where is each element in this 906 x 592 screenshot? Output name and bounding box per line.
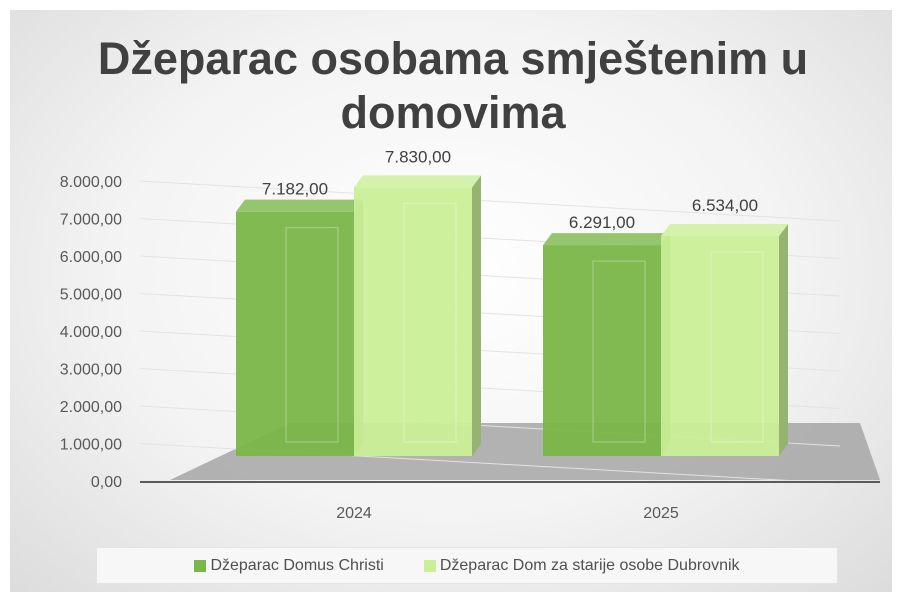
y-tick-label-4: 4.000,00	[60, 324, 122, 341]
chart-title-line-2: domovima	[340, 87, 566, 138]
bar-inner-0-1	[403, 202, 457, 443]
bar-top-0-1	[354, 175, 481, 188]
legend-swatch-series-2	[423, 559, 436, 572]
bar-inner-1-0	[592, 260, 646, 443]
x-tick-label-0: 2024	[336, 505, 372, 522]
bar-top-1-0	[543, 233, 670, 246]
y-tick-label-2: 2.000,00	[60, 399, 122, 416]
bar-top-0-0	[236, 199, 363, 212]
bar-side-1-1	[779, 223, 788, 456]
y-tick-label-0: 0,00	[91, 474, 122, 491]
chart-title: Džeparac osobama smještenim u domovima	[0, 32, 906, 140]
bar-inner-1-1	[710, 251, 764, 443]
y-tick-label-1: 1.000,00	[60, 437, 122, 454]
y-tick-label-6: 6.000,00	[60, 249, 122, 266]
chart-title-line-1: Džeparac osobama smještenim u	[97, 33, 809, 84]
data-label-1-0: 6.291,00	[569, 213, 635, 232]
legend-swatch-series-1	[194, 559, 207, 572]
bar-0-0	[236, 211, 354, 456]
bar-0-1	[354, 187, 472, 456]
data-label-0-0: 7.182,00	[262, 180, 328, 199]
legend-item-series-1: Džeparac Domus Christi	[194, 556, 384, 575]
gridline-y-8	[139, 180, 841, 222]
legend-item-series-2: Džeparac Dom za starije osobe Dubrovnik	[423, 556, 740, 575]
y-tick-label-7: 7.000,00	[60, 212, 122, 229]
chart-legend: Džeparac Domus Christi Džeparac Dom za s…	[96, 547, 838, 584]
y-tick-label-5: 5.000,00	[60, 287, 122, 304]
bar-1-0	[543, 245, 661, 456]
bar-top-1-1	[661, 223, 788, 236]
bar-inner-0-0	[285, 227, 339, 443]
x-tick-label-1: 2025	[643, 505, 679, 522]
y-tick-label-3: 3.000,00	[60, 362, 122, 379]
legend-label-series-1: Džeparac Domus Christi	[210, 556, 384, 574]
legend-label-series-2: Džeparac Dom za starije osobe Dubrovnik	[439, 556, 740, 574]
data-label-0-1: 7.830,00	[385, 147, 451, 166]
data-label-1-1: 6.534,00	[692, 196, 758, 215]
y-tick-label-8: 8.000,00	[60, 174, 122, 191]
bar-side-0-1	[472, 175, 481, 456]
bar-1-1	[661, 235, 779, 456]
